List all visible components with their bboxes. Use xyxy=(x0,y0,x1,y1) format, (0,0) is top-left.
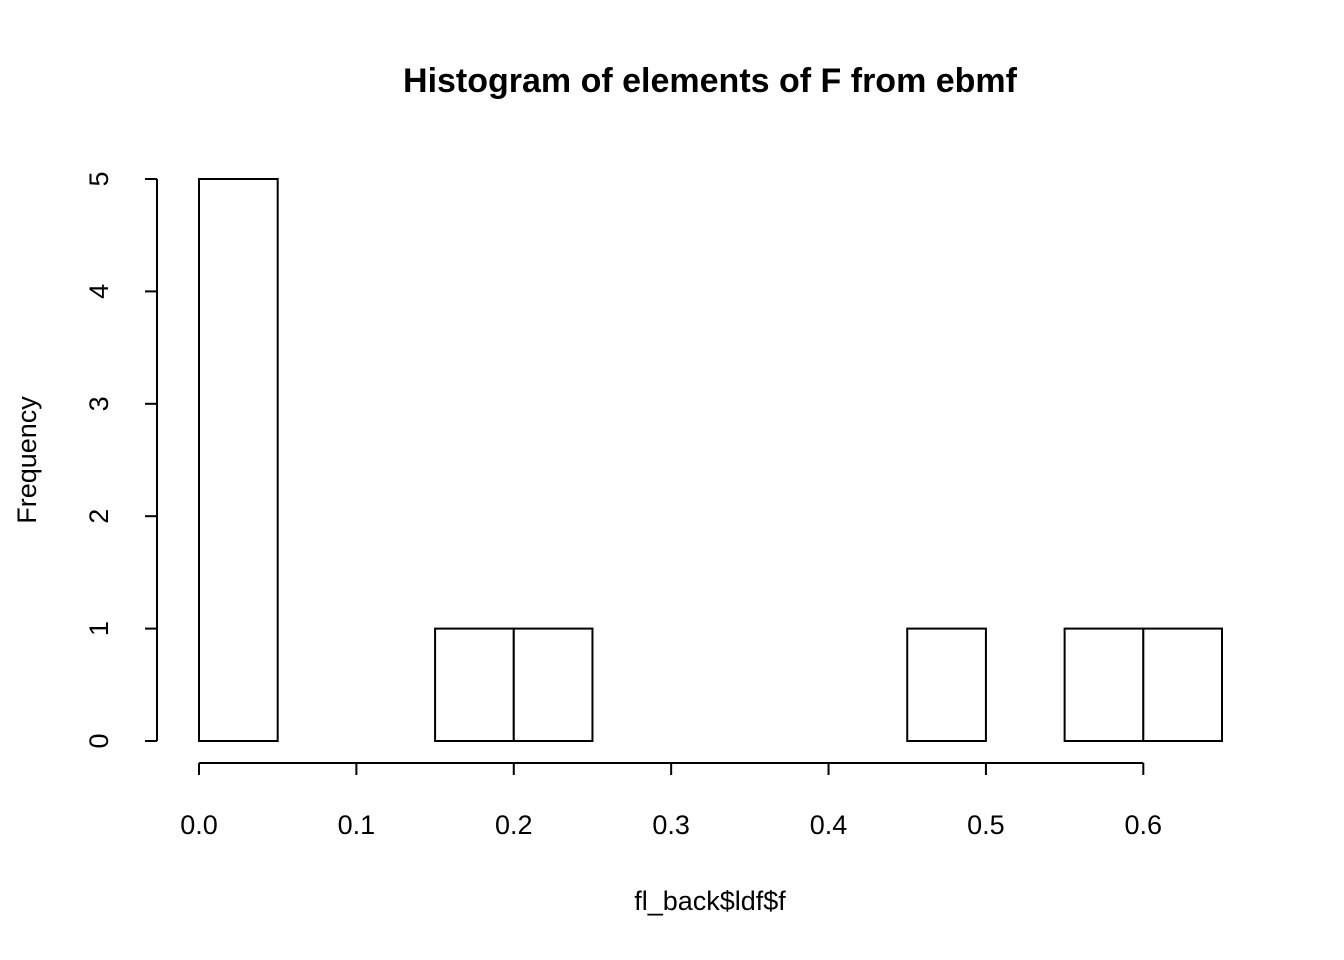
y-tick-label: 4 xyxy=(84,284,114,299)
y-tick-label: 2 xyxy=(84,509,114,524)
y-tick-label: 5 xyxy=(84,171,114,186)
x-tick-label: 0.2 xyxy=(495,810,533,840)
y-tick-label: 3 xyxy=(84,396,114,411)
y-axis: 0 1 2 3 4 5 xyxy=(84,171,158,749)
histogram-bar xyxy=(512,627,594,742)
x-tick-label: 0.3 xyxy=(652,810,690,840)
histogram-bar xyxy=(198,178,279,742)
x-tick-label: 0.0 xyxy=(180,810,218,840)
histogram-bar xyxy=(1063,627,1145,742)
y-tick-label: 1 xyxy=(84,621,114,636)
x-tick-label: 0.6 xyxy=(1125,810,1163,840)
x-axis: 0.0 0.1 0.2 0.3 0.4 0.5 0.6 xyxy=(180,762,1163,840)
x-tick-label: 0.5 xyxy=(967,810,1005,840)
x-tick-label: 0.1 xyxy=(338,810,376,840)
histogram-bar xyxy=(906,627,987,742)
histogram-bar xyxy=(1142,627,1224,742)
bars-group xyxy=(198,178,1224,742)
y-axis-label: Frequency xyxy=(12,396,42,524)
x-axis-label: fl_back$ldf$f xyxy=(634,886,786,916)
histogram-bar xyxy=(434,627,515,742)
x-tick-label: 0.4 xyxy=(810,810,848,840)
chart-title: Histogram of elements of F from ebmf xyxy=(403,62,1018,100)
y-tick-label: 0 xyxy=(84,733,114,748)
